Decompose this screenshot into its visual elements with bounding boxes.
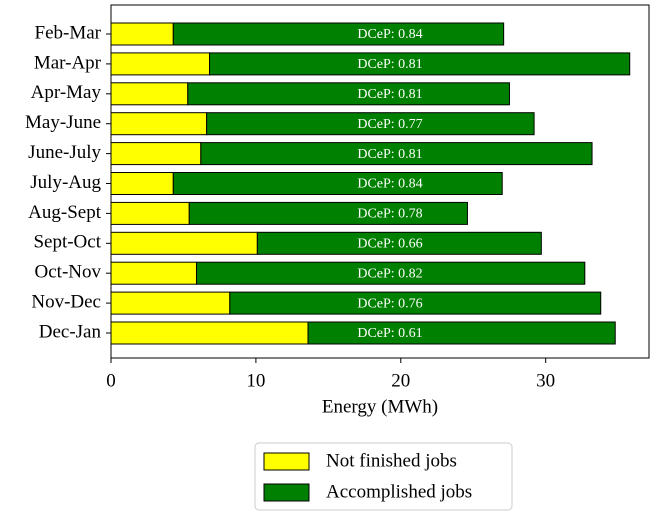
x-tick-label: 0	[106, 370, 116, 391]
bar-label: DCeP: 0.81	[357, 147, 422, 162]
y-tick-label: Apr-May	[31, 82, 102, 103]
bar-label: DCeP: 0.66	[357, 237, 422, 252]
bar-segment	[110, 172, 174, 195]
bar-segment	[110, 52, 211, 76]
y-tick-label: Oct-Nov	[35, 262, 102, 283]
legend-frame	[254, 442, 513, 511]
x-tick-label: 20	[391, 370, 410, 391]
plot-frame	[110, 4, 650, 359]
bar-segment	[110, 82, 189, 106]
legend-label: Accomplished jobs	[326, 481, 472, 502]
x-tick-label: 10	[246, 370, 265, 391]
bar-segment	[206, 112, 535, 136]
x-tick-label: 30	[536, 370, 555, 391]
bar-segment	[187, 82, 510, 106]
bar-label: DCeP: 0.77	[357, 117, 422, 132]
bar-segment	[110, 201, 190, 225]
legend: Not finished jobs Accomplished jobs	[254, 442, 513, 511]
legend-swatch	[263, 483, 310, 502]
bar-segment	[172, 172, 503, 195]
bar-segment	[209, 52, 631, 76]
y-tick-label: June-July	[28, 142, 101, 163]
bar-label: DCeP: 0.81	[357, 57, 422, 72]
y-tick-label: Feb-Mar	[35, 22, 102, 43]
legend-label: Not finished jobs	[326, 450, 457, 471]
bar-segment	[110, 142, 202, 166]
y-tick-label: July-Aug	[30, 172, 101, 193]
bar-segment	[256, 231, 542, 255]
bar-label: DCeP: 0.78	[357, 207, 422, 222]
y-tick-label: Dec-Jan	[39, 321, 102, 342]
bar-segment	[110, 291, 231, 315]
bar-label: DCeP: 0.82	[357, 266, 422, 281]
x-axis-label: Energy (MWh)	[322, 396, 438, 417]
bar-segment	[200, 142, 593, 166]
bar-segment	[307, 321, 616, 345]
y-tick-label: Mar-Apr	[34, 52, 102, 73]
bar-label: DCeP: 0.61	[357, 326, 422, 341]
bar-segment	[188, 201, 468, 225]
bar-segment	[110, 22, 174, 46]
bar-segment	[110, 112, 208, 136]
bar-segment	[110, 231, 258, 255]
bar-label: DCeP: 0.84	[357, 27, 422, 42]
y-tick-label: May-June	[25, 112, 101, 133]
bar-segment	[172, 22, 505, 46]
y-tick-label: Sept-Oct	[33, 232, 101, 253]
bar-label: DCeP: 0.76	[357, 296, 422, 311]
bar-segment	[110, 321, 309, 345]
bar-label: DCeP: 0.84	[357, 177, 422, 192]
y-tick-label: Aug-Sept	[28, 202, 102, 223]
bar-segment	[110, 261, 197, 285]
bar-segment	[195, 261, 586, 285]
bar-label: DCeP: 0.81	[357, 87, 422, 102]
y-tick-label: Nov-Dec	[31, 291, 101, 312]
legend-swatch	[263, 452, 310, 471]
bar-segment	[229, 291, 602, 315]
